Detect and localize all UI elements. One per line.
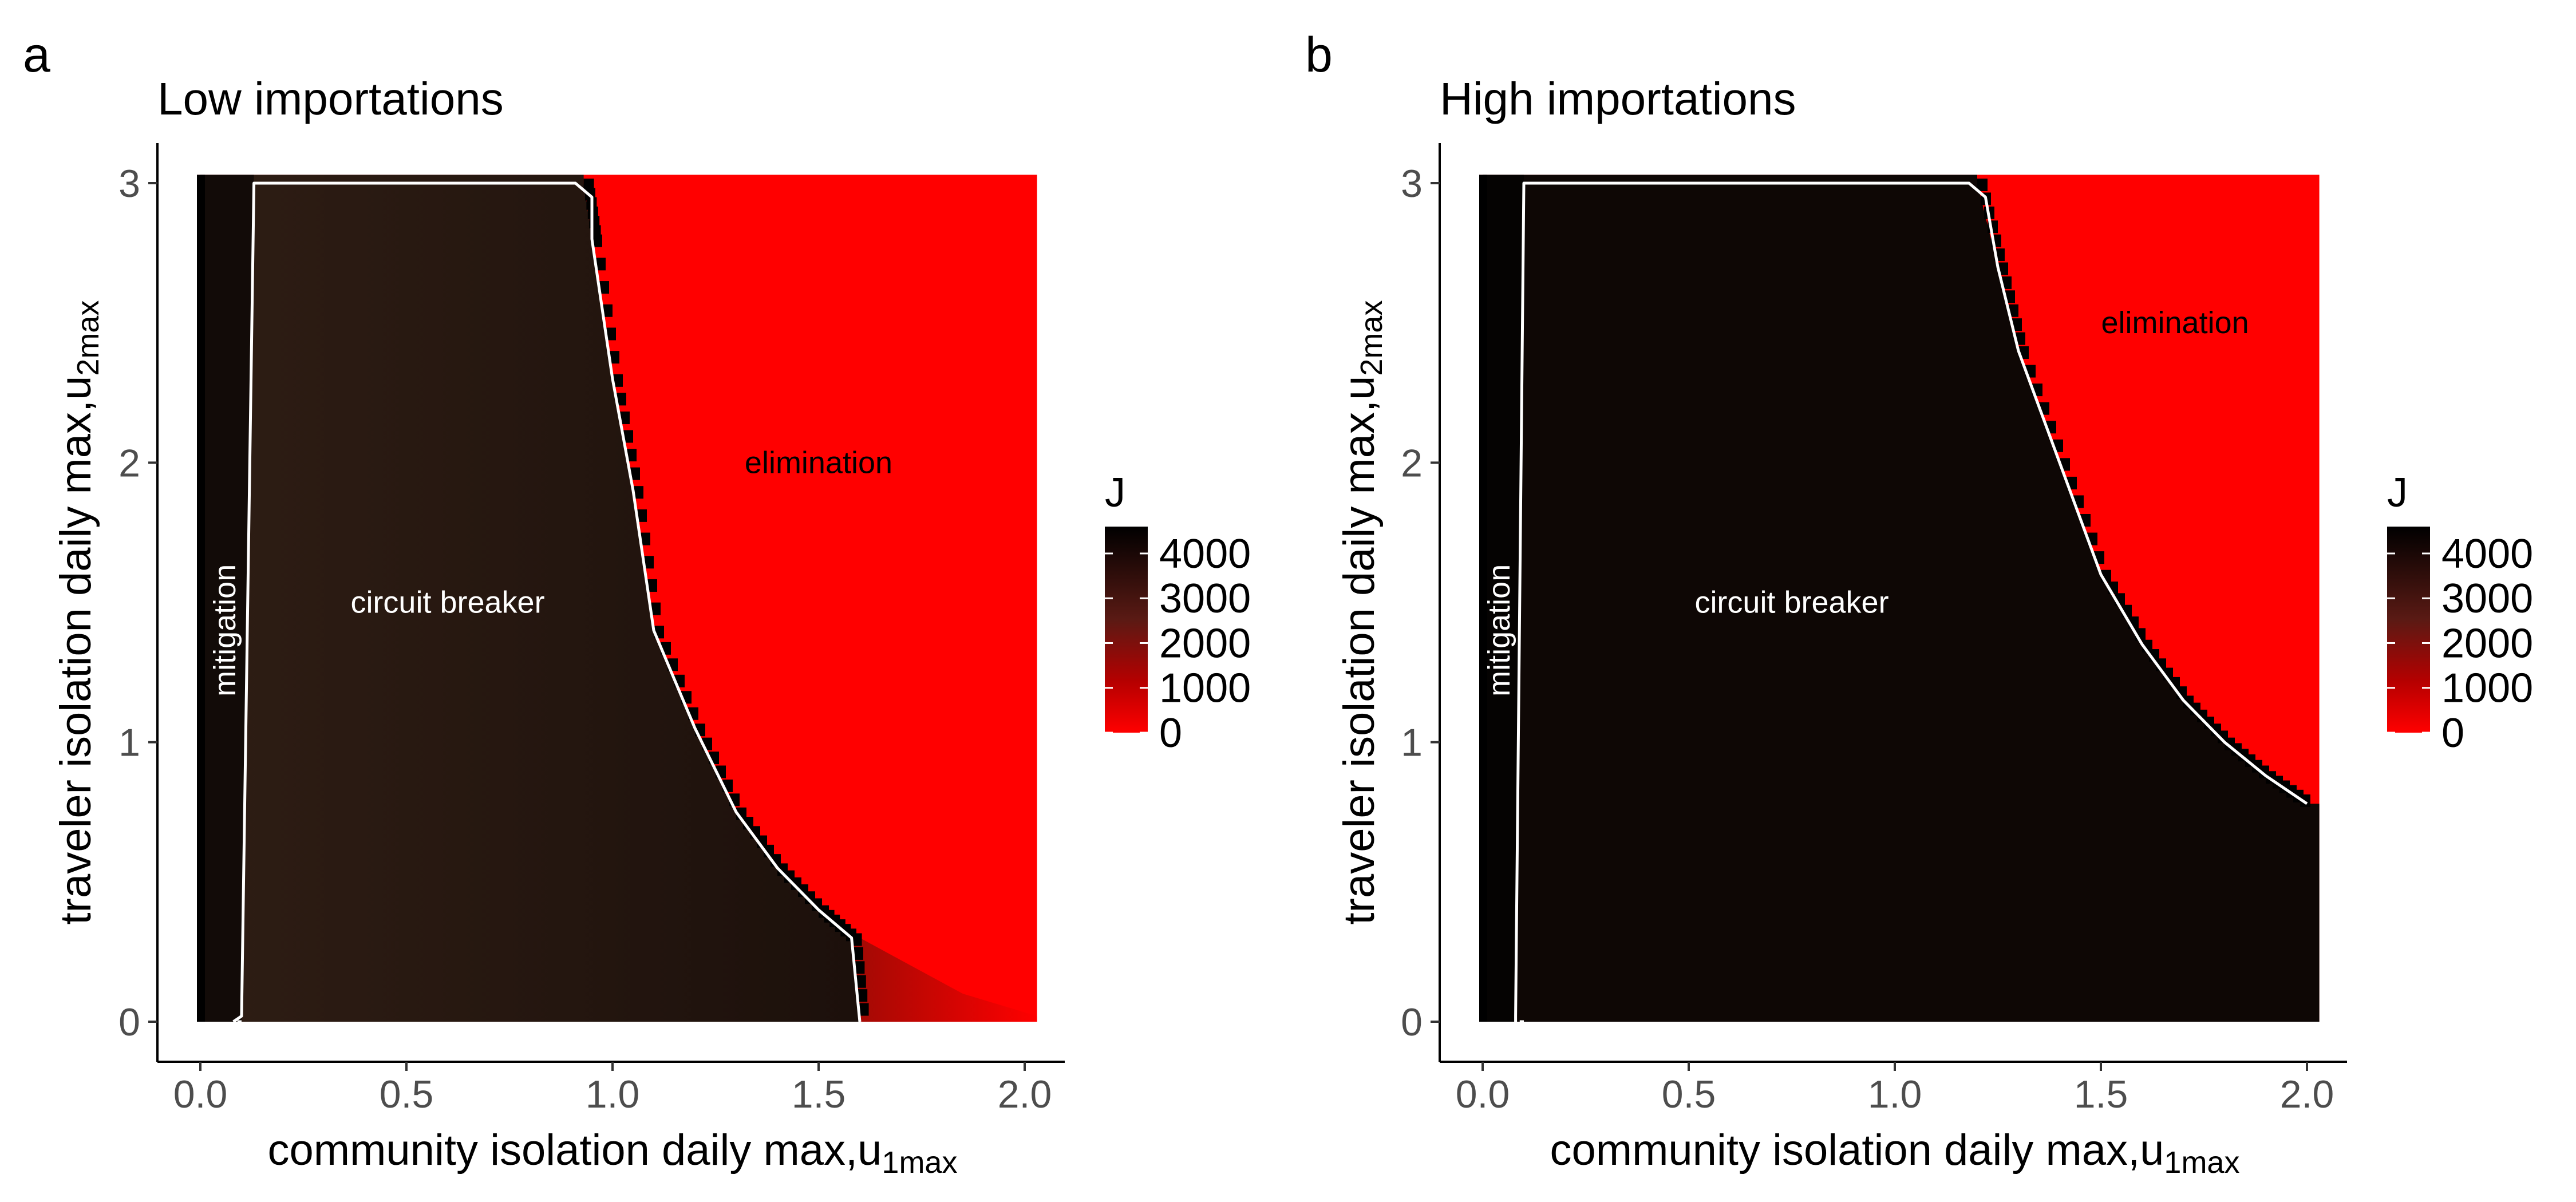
legend-label: 3000 (2441, 576, 2533, 622)
heatmap-boundary-cell (853, 947, 863, 960)
legend-colorbar (1105, 527, 1148, 733)
legend-label: 4000 (2441, 531, 2533, 577)
y-tick-label: 3 (118, 162, 140, 205)
heatmap-boundary-cell (626, 449, 637, 462)
region-contour-line (232, 181, 862, 1023)
y-tick-label: 0 (118, 1001, 140, 1044)
heatmap-boundary-cell (854, 961, 865, 974)
legend-title: J (1105, 470, 1125, 516)
region-label-circuit-breaker: circuit breaker (1694, 586, 1888, 620)
heatmap-circuit-breaker-area (200, 175, 860, 1022)
y-tick-label: 2 (118, 441, 140, 485)
panel-a-x-axis-title: community isolation daily max,u1max (268, 1126, 958, 1180)
heatmap-boundary-cell (609, 351, 619, 364)
heatmap-boundary-cell (623, 430, 633, 443)
panel-a-y-axis-title: traveler isolation daily max,u2max (52, 300, 105, 925)
heatmap-boundary-cell (640, 532, 650, 545)
panel-b-title: High importations (1440, 73, 1796, 124)
panel-a-letter: a (23, 27, 50, 82)
x-tick-label: 2.0 (998, 1073, 1052, 1116)
legend-label: 0 (1159, 710, 1182, 756)
heatmap-boundary-cell (606, 327, 616, 341)
y-tick-label: 2 (1401, 441, 1423, 485)
legend-label: 0 (2441, 710, 2464, 756)
heatmap-boundary-cell (592, 234, 602, 247)
heatmap-boundary-cell (855, 975, 866, 988)
region-label-elimination: elimination (2101, 306, 2249, 340)
heatmap-boundary-cell (595, 258, 606, 271)
heatmap-mitigation-area (200, 175, 254, 1022)
region-label-circuit-breaker: circuit breaker (350, 586, 544, 620)
heatmap-mitigation-area (1483, 175, 1524, 1022)
heatmap-boundary-cell (616, 393, 626, 406)
x-tick-label: 2.0 (2280, 1073, 2334, 1116)
x-tick-label: 1.5 (2074, 1073, 2128, 1116)
panel-a-plot-area: mitigation circuit breaker elimination (197, 175, 1037, 1023)
y-tick-label: 1 (1401, 721, 1423, 765)
panel-b: b High importations mitigation circuit br… (1305, 27, 2533, 1180)
x-tick-label: 1.0 (1868, 1073, 1922, 1116)
heatmap-left-edge (1479, 175, 1487, 1022)
x-tick-label: 0.0 (173, 1073, 228, 1116)
heatmap-boundary-cell (633, 486, 643, 499)
panel-a: a Low importations mitigation circuit bre… (23, 27, 1251, 1180)
region-label-mitigation: mitigation (208, 564, 242, 697)
region-label-mitigation: mitigation (1482, 564, 1516, 697)
heatmap-boundary-cell (1977, 179, 1988, 191)
legend-colorbar (2387, 527, 2430, 733)
heatmap-boundary-cell (630, 467, 640, 480)
panel-b-letter: b (1305, 27, 1333, 82)
heatmap-boundary-cell (851, 933, 862, 946)
legend-label: 2000 (2441, 620, 2533, 666)
panel-b-plot-area: mitigation circuit breaker elimination (1479, 175, 2320, 1023)
panel-a-title: Low importations (157, 73, 504, 124)
panel-b-axes: 0.0 0.5 1.0 1.5 2.0 0 1 2 3 (1401, 143, 2347, 1116)
x-tick-label: 1.0 (586, 1073, 640, 1116)
heatmap-circuit-breaker-area (1483, 175, 2320, 1022)
panel-b-x-axis-title: community isolation daily max,u1max (1550, 1126, 2240, 1180)
legend-label: 3000 (1159, 576, 1251, 622)
legend-label: 1000 (2441, 666, 2533, 711)
heatmap-boundary-cell (647, 579, 657, 592)
legend-label: 1000 (1159, 666, 1251, 711)
heatmap-boundary-cell (602, 304, 613, 317)
heatmap-left-edge (197, 175, 205, 1022)
heatmap-boundary-cell (637, 509, 647, 522)
x-tick-label: 0.5 (1662, 1073, 1716, 1116)
region-contour-line (1514, 181, 2308, 1022)
legend-label: 2000 (1159, 620, 1251, 666)
legend-title: J (2387, 470, 2408, 516)
heatmap-boundary-cell (650, 602, 661, 615)
heatmap-boundary-cell (858, 1003, 869, 1016)
heatmap-boundary-cell (2300, 794, 2310, 807)
x-tick-label: 0.5 (380, 1073, 434, 1116)
y-tick-label: 0 (1401, 1001, 1423, 1044)
heatmap-boundary-cell (613, 374, 623, 387)
heatmap-transition-corner (843, 938, 1037, 1022)
y-tick-label: 1 (118, 721, 140, 765)
x-tick-label: 0.0 (1456, 1073, 1510, 1116)
heatmap-boundary-cell (619, 411, 630, 424)
region-label-elimination: elimination (745, 445, 892, 480)
heatmap-boundary-cell (857, 989, 868, 1002)
x-tick-label: 1.5 (792, 1073, 846, 1116)
panel-b-y-axis-title: traveler isolation daily max,u2max (1335, 300, 1389, 925)
panel-a-axes: 0.0 0.5 1.0 1.5 2.0 0 1 2 3 (118, 143, 1065, 1116)
heatmap-boundary-cell (643, 556, 654, 569)
heatmap-boundary-cell (599, 281, 609, 294)
y-tick-label: 3 (1401, 162, 1423, 205)
legend-label: 4000 (1159, 531, 1251, 577)
